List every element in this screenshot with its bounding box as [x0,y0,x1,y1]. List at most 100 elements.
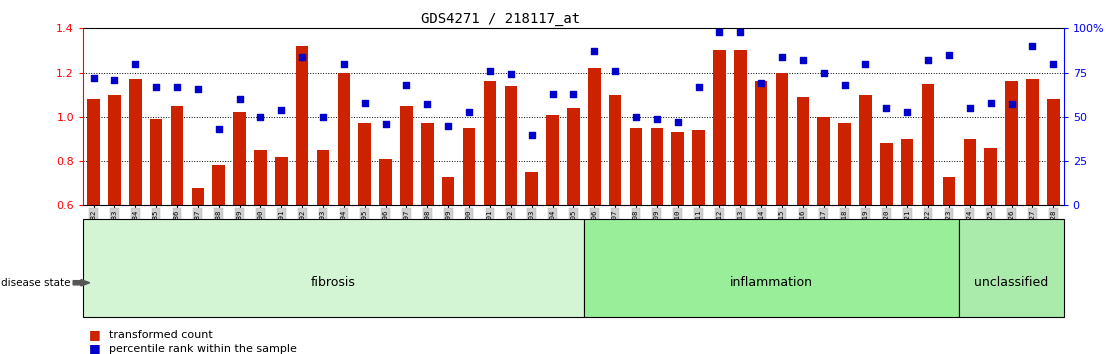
Point [627,114,645,120]
Text: percentile rank within the sample: percentile rank within the sample [109,344,297,354]
Point [481,68,499,74]
Point [168,84,186,90]
Bar [525,172,537,205]
Text: transformed count: transformed count [109,330,213,339]
Bar [839,124,851,205]
Bar [797,97,809,205]
Bar [609,95,622,205]
Bar [275,156,288,205]
Bar [171,106,183,205]
Bar [714,50,726,205]
Bar [504,86,517,205]
Point [878,105,895,111]
Bar [692,130,705,205]
Bar [192,188,204,205]
Point [377,121,394,127]
Bar [88,99,100,205]
Bar [546,115,558,205]
Bar [379,159,392,205]
Point [398,82,416,88]
Point [899,109,916,114]
Bar [984,148,997,205]
Point [710,29,728,35]
Point [669,119,687,125]
Point [606,68,624,74]
Point [209,126,227,132]
Text: fibrosis: fibrosis [311,276,356,289]
Bar [567,108,579,205]
Point [835,82,853,88]
Bar [484,81,496,205]
Point [794,57,812,63]
Point [689,84,707,90]
Bar [296,46,308,205]
Bar [442,177,454,205]
Point [856,61,874,67]
Point [982,100,999,105]
Bar [150,119,163,205]
Point [940,52,957,58]
Point [752,80,770,86]
Bar [901,139,913,205]
Point [84,75,102,81]
Point [1024,43,1042,49]
Point [731,29,749,35]
Bar [671,132,684,205]
Point [230,96,248,102]
Point [335,61,352,67]
Bar [818,117,830,205]
Point [147,84,165,90]
Point [565,91,583,97]
Point [126,61,144,67]
Bar [1026,79,1038,205]
Point [105,77,123,82]
Bar [338,73,350,205]
Bar [400,106,413,205]
Bar [234,113,246,205]
Bar [733,50,747,205]
Point [523,132,541,137]
Bar [421,124,433,205]
Bar [964,139,976,205]
Point [502,72,520,77]
Bar [776,73,788,205]
Point [585,48,603,54]
Point [814,70,832,75]
Bar [317,150,329,205]
Point [419,102,437,107]
Point [356,100,373,105]
Bar [129,79,142,205]
Text: unclassified: unclassified [974,276,1048,289]
Point [1045,61,1063,67]
Text: ■: ■ [89,342,101,354]
Point [460,109,478,114]
Bar [629,128,643,205]
Bar [755,81,768,205]
Point [273,107,290,113]
Bar [1005,81,1018,205]
Bar [109,95,121,205]
Bar [359,124,371,205]
Point [440,123,458,129]
Point [773,54,791,59]
Bar [1047,99,1059,205]
Text: inflammation: inflammation [730,276,813,289]
Point [189,86,207,91]
Point [961,105,978,111]
Bar [859,95,872,205]
Bar [213,165,225,205]
Point [1003,102,1020,107]
Bar [943,177,955,205]
Text: disease state: disease state [1,278,71,288]
Text: ■: ■ [89,328,101,341]
Bar [588,68,601,205]
Bar [254,150,267,205]
Point [544,91,562,97]
Text: GDS4271 / 218117_at: GDS4271 / 218117_at [421,12,581,27]
Bar [880,143,893,205]
Point [294,54,311,59]
Bar [650,128,663,205]
Bar [463,128,475,205]
Bar [922,84,934,205]
Point [252,114,269,120]
